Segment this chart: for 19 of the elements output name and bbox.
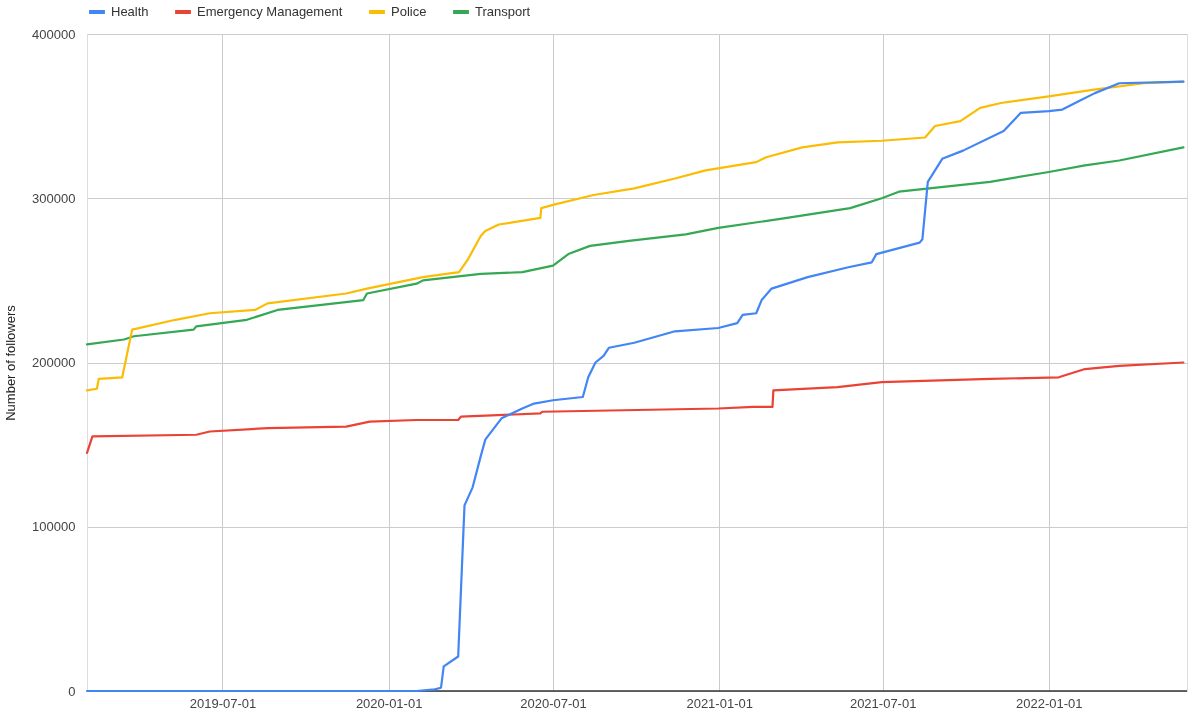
legend-label: Health: [111, 4, 149, 19]
x-tick-label: 2022-01-01: [1016, 695, 1083, 711]
line-series: [85, 146, 1185, 346]
y-tick-label: 0: [68, 683, 76, 699]
x-tick-label: 2020-01-01: [355, 695, 423, 711]
y-tick-label: 200000: [32, 355, 76, 370]
y-tick-label: 100000: [32, 519, 76, 535]
x-tick-label: 2021-01-01: [686, 695, 753, 711]
legend-label: Transport: [475, 4, 531, 19]
legend-label: Police: [391, 4, 427, 19]
x-tick-label: 2020-07-01: [520, 695, 587, 711]
y-tick-label: 300000: [32, 190, 76, 206]
line-series: [85, 361, 1185, 454]
y-axis-title: Number of followers: [3, 304, 19, 421]
x-tick-label: 2021-07-01: [849, 695, 917, 711]
x-tick-label: 2019-07-01: [189, 695, 257, 711]
legend-label: Emergency Management: [197, 4, 343, 19]
line-series: [85, 80, 1185, 693]
y-tick-label: 400000: [32, 26, 76, 42]
